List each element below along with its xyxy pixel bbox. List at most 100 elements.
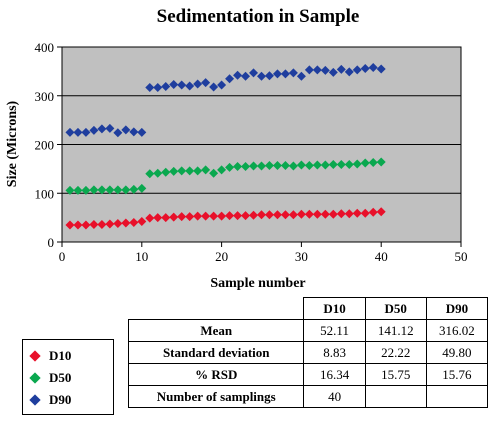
y-axis-label: Size (Microns) [5, 100, 20, 187]
data-point-d50 [161, 167, 171, 177]
data-point-d10 [73, 220, 83, 230]
data-point-d90 [97, 124, 107, 134]
data-point-d90 [225, 74, 235, 84]
data-point-d50 [97, 185, 107, 195]
table-cell: 40 [303, 385, 366, 408]
data-point-d90 [201, 78, 211, 88]
data-point-d10 [145, 213, 155, 223]
table-cell: 52.11 [303, 319, 366, 342]
data-point-d50 [304, 160, 314, 170]
data-point-d90 [153, 82, 163, 92]
data-point-d50 [89, 185, 99, 195]
data-point-d50 [336, 159, 346, 169]
axes: 0 100 200 300 400 0 10 20 30 40 50 [35, 40, 468, 264]
data-point-d50 [177, 166, 187, 176]
data-point-d10 [312, 209, 322, 219]
table-row-label: Standard deviation [127, 341, 305, 364]
gridlines [62, 95, 461, 194]
legend-item-d10: D10 [29, 349, 71, 363]
data-point-d90 [304, 65, 314, 75]
data-point-d90 [249, 68, 259, 78]
legend-item-d90: D90 [29, 392, 72, 407]
data-point-d50 [312, 160, 322, 170]
data-point-d90 [257, 71, 266, 81]
x-tick-label: 0 [59, 249, 66, 264]
data-point-d50 [272, 160, 282, 170]
data-point-d10 [129, 218, 139, 227]
table-cell: 49.80 [425, 341, 489, 364]
data-point-d10 [105, 219, 115, 229]
data-point-d90 [368, 62, 378, 72]
legend-marker-d10 [29, 350, 41, 362]
data-point-d10 [201, 211, 211, 221]
chart: Sedimentation in Sample 0 100 200 300 400 0 10… [5, 6, 468, 291]
data-point-d90 [129, 127, 139, 137]
data-point-d10 [257, 210, 266, 220]
data-point-d10 [169, 212, 179, 222]
data-point-d50 [241, 161, 251, 171]
data-point-d10 [113, 218, 123, 228]
data-point-d90 [105, 123, 115, 133]
series-d90 [65, 62, 386, 138]
data-point-d90 [81, 127, 91, 137]
data-point-d50 [193, 166, 203, 176]
y-tick-label: 200 [35, 138, 55, 153]
data-point-d50 [129, 184, 139, 194]
data-point-d90 [161, 81, 171, 91]
table-header-row: D10 D50 D90 [128, 297, 489, 320]
table-row: Standard deviation 8.83 22.22 49.80 [127, 341, 489, 364]
data-point-d50 [137, 183, 147, 193]
table-cell [364, 385, 427, 408]
data-point-d10 [352, 208, 362, 218]
data-point-d90 [328, 67, 338, 77]
data-point-d50 [288, 161, 298, 171]
legend-marker-d90 [29, 394, 41, 406]
table-cell: 15.76 [425, 363, 489, 386]
x-tick-label: 10 [135, 249, 148, 264]
table-cell: 316.02 [425, 319, 489, 342]
table-cell [425, 385, 489, 408]
data-point-d10 [233, 211, 243, 221]
data-point-d50 [249, 161, 259, 171]
data-point-d50 [360, 158, 370, 168]
data-point-d90 [137, 127, 147, 137]
data-point-d50 [81, 185, 91, 195]
data-point-d50 [344, 159, 354, 169]
data-points [65, 62, 386, 230]
legend-item-d50: D50 [29, 370, 72, 385]
data-point-d10 [177, 212, 187, 222]
data-point-d90 [209, 82, 219, 92]
legend-label-d90: D90 [49, 392, 72, 407]
data-point-d50 [209, 168, 219, 178]
table-header-d90: D90 [425, 297, 489, 320]
data-point-d10 [280, 210, 290, 220]
data-point-d90 [264, 71, 274, 81]
data-point-d10 [225, 211, 235, 221]
data-point-d50 [233, 161, 243, 171]
data-point-d90 [113, 128, 123, 138]
data-point-d10 [296, 209, 306, 219]
data-point-d10 [264, 210, 274, 220]
data-point-d90 [73, 127, 83, 137]
table-header-d50: D50 [364, 297, 427, 320]
data-point-d90 [272, 69, 282, 79]
data-point-d50 [201, 165, 211, 175]
data-point-d50 [320, 160, 330, 170]
data-point-d10 [89, 219, 99, 229]
table-cell: 141.12 [364, 319, 427, 342]
data-point-d90 [288, 68, 298, 78]
data-point-d50 [368, 158, 378, 168]
data-point-d90 [280, 69, 290, 79]
data-point-d50 [264, 160, 274, 170]
data-point-d10 [368, 207, 378, 217]
data-point-d50 [169, 166, 179, 176]
data-point-d10 [376, 207, 386, 217]
data-point-d10 [209, 211, 219, 221]
data-point-d50 [73, 185, 83, 195]
data-point-d10 [153, 213, 163, 223]
legend-label-d50: D50 [49, 370, 72, 385]
statistics-table: D10 D50 D90 Mean 52.11 141.12 316.02 Sta… [127, 297, 489, 408]
x-tick-label: 20 [215, 249, 228, 264]
y-tick-label: 400 [35, 40, 55, 55]
data-point-d90 [352, 65, 362, 75]
